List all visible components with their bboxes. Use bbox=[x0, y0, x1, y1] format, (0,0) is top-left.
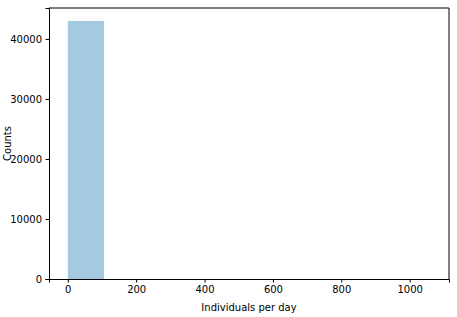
tick-mark bbox=[273, 279, 274, 283]
tick-label: 20000 bbox=[10, 154, 42, 165]
tick: 800 bbox=[332, 279, 351, 295]
bar bbox=[68, 21, 104, 279]
bar bbox=[104, 279, 140, 280]
tick-mark bbox=[136, 279, 137, 283]
y-axis: 0 10000 20000 30000 40000 bbox=[10, 9, 49, 285]
chart: 02004006008001000010000200003000040000In… bbox=[0, 0, 457, 317]
tick: 0 bbox=[65, 279, 71, 295]
tick-label: 30000 bbox=[10, 94, 42, 105]
axis-line bbox=[46, 9, 50, 280]
bar bbox=[285, 279, 321, 280]
y-axis-title: Counts bbox=[2, 126, 13, 161]
tick-label: 600 bbox=[264, 284, 283, 295]
x-axis-title: Individuals per day bbox=[201, 302, 296, 313]
tick-label: 0 bbox=[36, 274, 42, 285]
bar bbox=[394, 279, 430, 280]
tick-label: 1000 bbox=[397, 284, 422, 295]
tick-mark bbox=[46, 39, 50, 40]
axis-line bbox=[50, 280, 450, 283]
tick: 10000 bbox=[10, 214, 49, 225]
tick-label: 40000 bbox=[10, 34, 42, 45]
frame bbox=[49, 8, 449, 9]
bar bbox=[177, 279, 213, 280]
plot-area: 02004006008001000010000200003000040000 bbox=[10, 8, 449, 295]
bar bbox=[213, 279, 249, 280]
tick-mark bbox=[68, 279, 69, 283]
tick-label: 800 bbox=[332, 284, 351, 295]
tick-label: 10000 bbox=[10, 214, 42, 225]
tick-mark bbox=[341, 279, 342, 283]
tick-label: 400 bbox=[196, 284, 215, 295]
tick: 30000 bbox=[10, 94, 49, 105]
tick: 40000 bbox=[10, 34, 49, 45]
bars bbox=[68, 21, 104, 279]
tick-label: 0 bbox=[65, 284, 71, 295]
tick-mark bbox=[46, 159, 50, 160]
tick: 1000 bbox=[397, 279, 422, 295]
tick-mark bbox=[46, 219, 50, 220]
x-axis: 0 200 400 600 800 1000 bbox=[50, 279, 450, 295]
tick: 200 bbox=[127, 279, 146, 295]
frame bbox=[449, 8, 450, 279]
bar bbox=[321, 279, 357, 280]
tick-label: 200 bbox=[127, 284, 146, 295]
bar bbox=[358, 279, 394, 280]
tick: 20000 bbox=[10, 154, 49, 165]
tick: 0 bbox=[36, 274, 49, 285]
tick-mark bbox=[205, 279, 206, 283]
tick: 400 bbox=[196, 279, 215, 295]
tick-mark bbox=[46, 99, 50, 100]
tick: 600 bbox=[264, 279, 283, 295]
tick-mark bbox=[46, 279, 50, 280]
bar bbox=[140, 279, 176, 280]
tick-mark bbox=[410, 279, 411, 283]
bar bbox=[249, 279, 285, 280]
